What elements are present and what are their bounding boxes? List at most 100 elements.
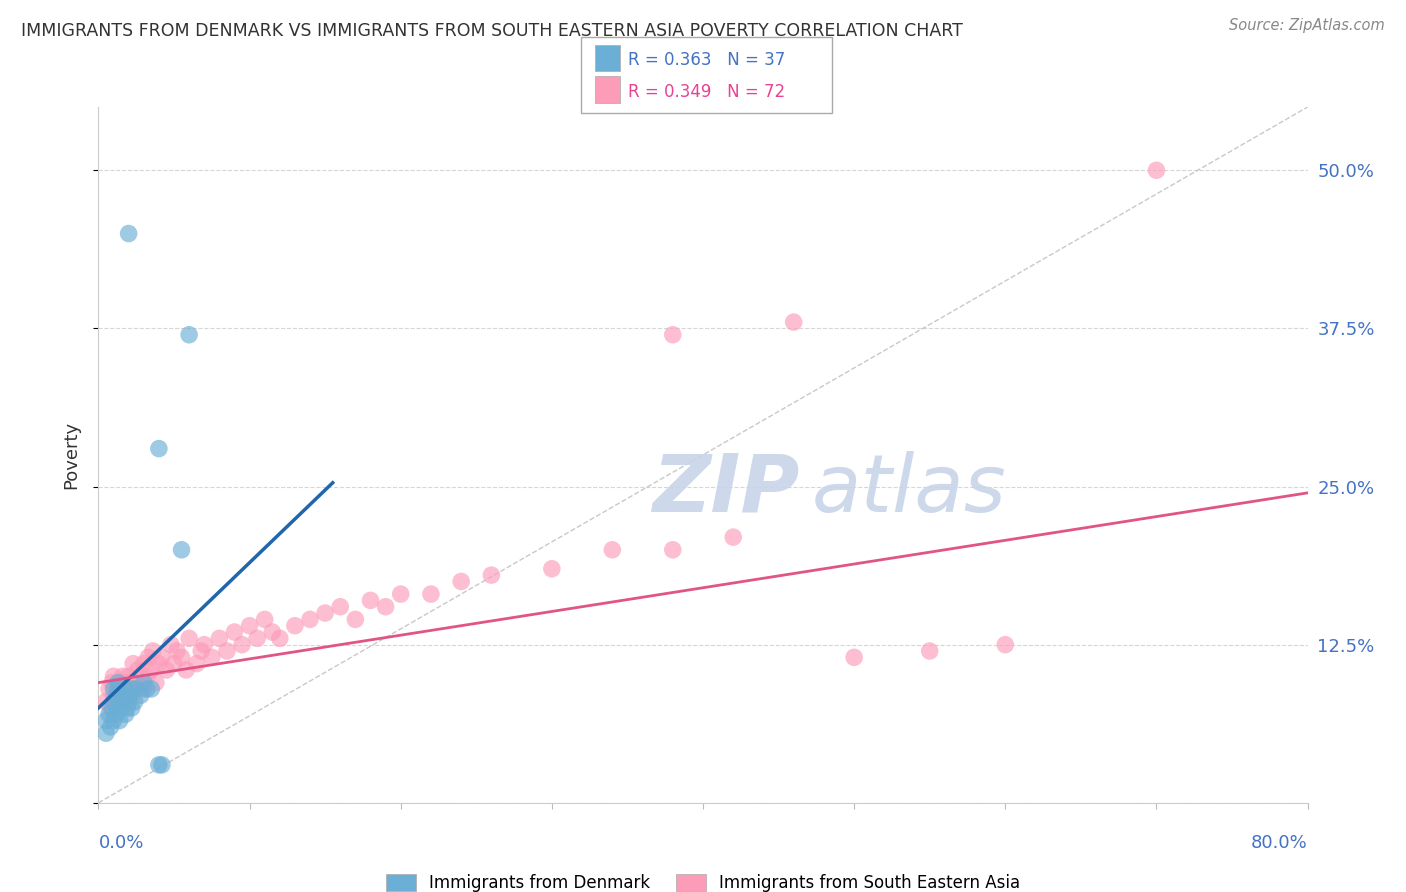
Point: [374, 599, 396, 614]
Point: [135, 669, 157, 683]
Point: [112, 688, 135, 702]
Point: [602, 542, 624, 557]
Point: [662, 327, 685, 342]
Point: [231, 638, 253, 652]
Point: [269, 632, 291, 646]
Point: [115, 675, 138, 690]
Text: 0.0%: 0.0%: [98, 834, 143, 852]
Point: [262, 625, 284, 640]
Point: [114, 681, 136, 696]
Point: [135, 681, 157, 696]
Point: [246, 632, 269, 646]
Point: [186, 657, 208, 671]
Legend: Immigrants from Denmark, Immigrants from South Eastern Asia: Immigrants from Denmark, Immigrants from…: [380, 867, 1026, 892]
Point: [121, 681, 143, 696]
Point: [112, 681, 135, 696]
Point: [420, 587, 443, 601]
Point: [103, 688, 125, 702]
Point: [284, 618, 307, 632]
Point: [124, 695, 146, 709]
Point: [114, 695, 136, 709]
Point: [150, 650, 173, 665]
Point: [108, 714, 131, 728]
Point: [107, 695, 129, 709]
Point: [103, 714, 125, 728]
Point: [114, 707, 136, 722]
Point: [132, 681, 155, 696]
Point: [163, 657, 186, 671]
Text: 80.0%: 80.0%: [1251, 834, 1308, 852]
Point: [918, 644, 941, 658]
Point: [166, 644, 188, 658]
Point: [127, 663, 149, 677]
Point: [105, 688, 128, 702]
Point: [239, 618, 262, 632]
Point: [170, 650, 193, 665]
Point: [190, 644, 212, 658]
Point: [107, 675, 129, 690]
Point: [148, 657, 170, 671]
Point: [125, 675, 148, 690]
Point: [103, 695, 125, 709]
Point: [215, 644, 238, 658]
Point: [100, 701, 122, 715]
Text: Source: ZipAtlas.com: Source: ZipAtlas.com: [1229, 18, 1385, 33]
Point: [450, 574, 472, 589]
Point: [145, 675, 167, 690]
Point: [136, 650, 159, 665]
Point: [98, 707, 121, 722]
Point: [101, 701, 124, 715]
Point: [110, 688, 132, 702]
Point: [118, 695, 141, 709]
Point: [107, 681, 129, 696]
Point: [100, 720, 122, 734]
Text: atlas: atlas: [811, 450, 1007, 529]
Point: [132, 675, 155, 690]
Point: [129, 688, 152, 702]
Point: [1144, 163, 1167, 178]
Point: [193, 638, 215, 652]
Text: R = 0.349   N = 72: R = 0.349 N = 72: [628, 83, 786, 101]
Point: [481, 568, 503, 582]
Point: [360, 593, 382, 607]
Point: [101, 675, 124, 690]
Point: [118, 669, 141, 683]
Point: [110, 695, 132, 709]
Point: [224, 625, 246, 640]
Point: [540, 562, 562, 576]
Text: IMMIGRANTS FROM DENMARK VS IMMIGRANTS FROM SOUTH EASTERN ASIA POVERTY CORRELATIO: IMMIGRANTS FROM DENMARK VS IMMIGRANTS FR…: [21, 22, 963, 40]
Point: [299, 612, 322, 626]
Point: [314, 606, 336, 620]
Point: [129, 669, 152, 683]
Text: ZIP: ZIP: [652, 450, 800, 529]
Point: [111, 695, 134, 709]
Point: [125, 681, 148, 696]
Point: [389, 587, 412, 601]
Text: R = 0.363   N = 37: R = 0.363 N = 37: [628, 52, 786, 70]
Point: [122, 657, 145, 671]
Point: [148, 442, 170, 456]
Point: [174, 663, 197, 677]
Point: [179, 327, 201, 342]
Point: [121, 701, 143, 715]
Point: [115, 701, 138, 715]
Point: [844, 650, 866, 665]
Point: [103, 669, 125, 683]
Point: [723, 530, 745, 544]
Point: [662, 542, 685, 557]
Point: [94, 726, 117, 740]
Point: [105, 681, 128, 696]
Point: [179, 632, 201, 646]
Point: [120, 688, 142, 702]
Point: [110, 701, 132, 715]
Point: [107, 701, 129, 715]
Point: [160, 638, 183, 652]
Point: [94, 714, 117, 728]
Point: [201, 650, 224, 665]
Point: [170, 542, 193, 557]
Point: [344, 612, 367, 626]
Point: [994, 638, 1017, 652]
Point: [783, 315, 806, 329]
Point: [98, 681, 121, 696]
Point: [132, 657, 155, 671]
